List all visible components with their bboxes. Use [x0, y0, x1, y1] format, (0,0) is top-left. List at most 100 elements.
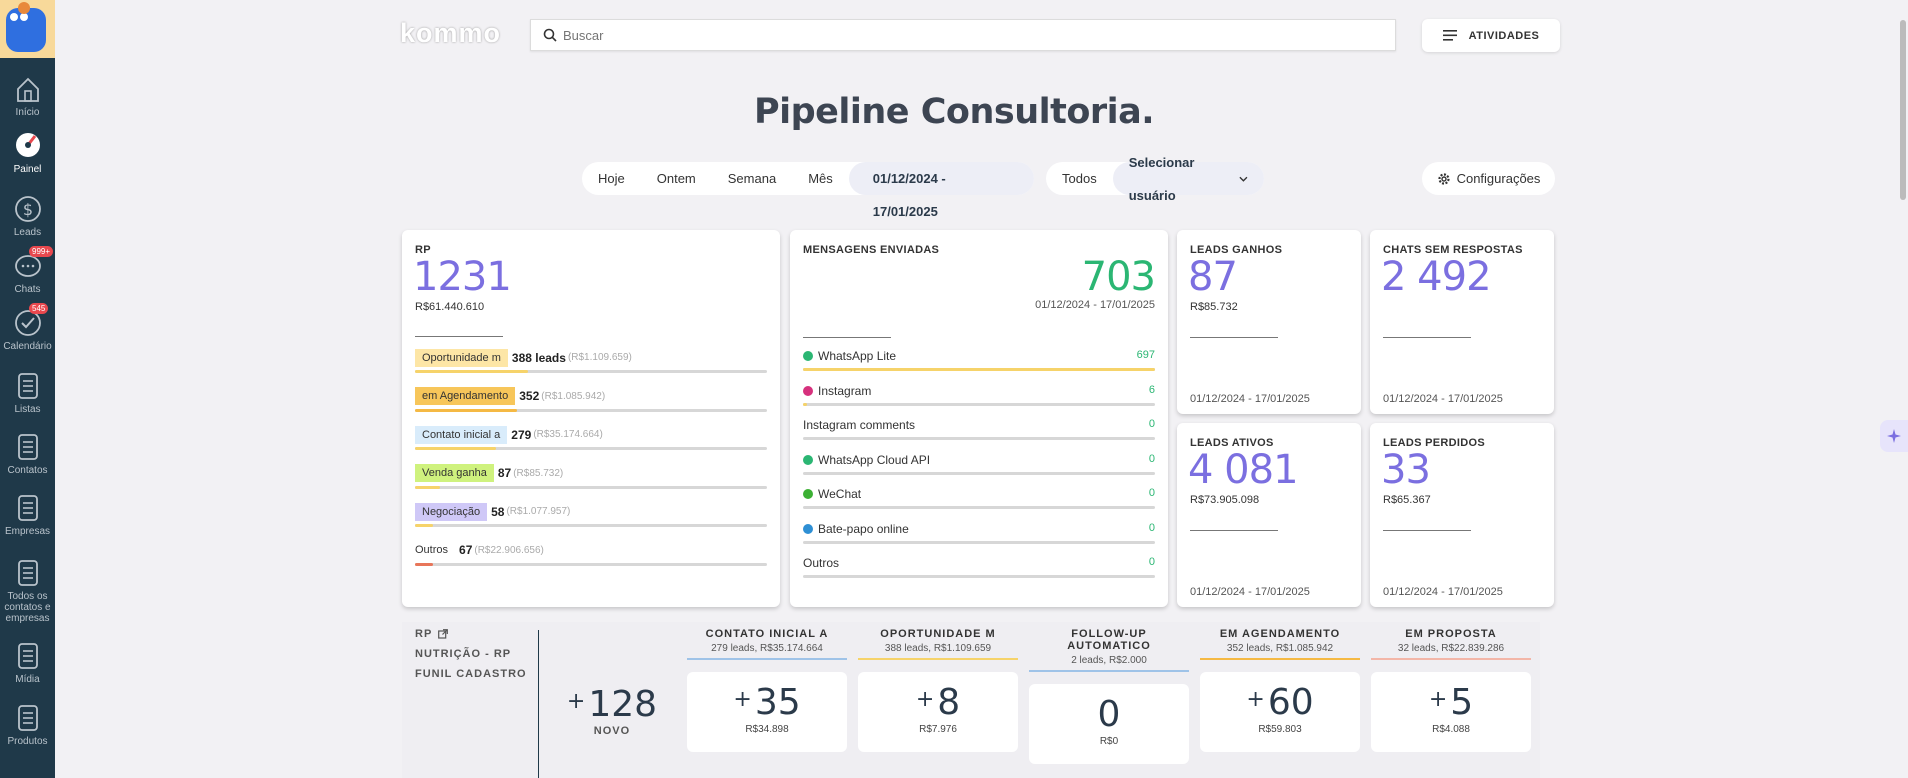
channel-name-wrap: Bate-papo online — [803, 522, 909, 536]
sidebar-item-label: Calendário — [3, 341, 52, 352]
status-amount: (R$22.906.656) — [474, 544, 544, 556]
notification-badge: 999+ — [29, 246, 54, 257]
stage-amount: R$0 — [1099, 736, 1119, 747]
sidebar-item-m-dia[interactable]: Mídia — [0, 640, 55, 685]
lost-leads-date: 01/12/2024 - 17/01/2025 — [1383, 586, 1503, 598]
sidebar-item-painel[interactable]: Painel — [0, 130, 55, 175]
sidebar-item-contatos[interactable]: Contatos — [0, 431, 55, 476]
lost-leads-title: LEADS PERDIDOS — [1383, 437, 1485, 449]
channel-row[interactable]: Bate-papo online 0 — [803, 518, 1155, 544]
search-bar[interactable] — [530, 19, 1396, 51]
status-count: 67 — [459, 543, 473, 557]
period-month[interactable]: Mês — [808, 171, 833, 186]
rp-card[interactable]: RP 1231 R$61.440.610 Oportunidade m 388 l… — [402, 230, 780, 607]
channel-name-wrap: Instagram — [803, 384, 871, 398]
funnel-link-nutricao[interactable]: NUTRIÇÃO - RP — [415, 648, 512, 660]
funnel-stage[interactable]: EM AGENDAMENTO 352 leads, R$1.085.942 +60 R… — [1200, 628, 1360, 752]
channel-value: 0 — [1148, 452, 1155, 465]
status-tag: Negociação — [415, 502, 488, 521]
stage-box[interactable]: +60 R$59.803 — [1200, 672, 1360, 752]
sidebar-item-empresas[interactable]: Empresas — [0, 492, 55, 537]
rp-status-row[interactable]: Negociação 58 (R$1.077.957) — [415, 501, 767, 527]
progress-bar — [803, 437, 1155, 440]
chevron-down-icon — [1239, 176, 1248, 182]
channel-row[interactable]: Instagram 6 — [803, 380, 1155, 406]
kommo-logo[interactable]: kommo — [400, 18, 502, 48]
channel-value: 0 — [1148, 487, 1155, 499]
stage-name: EM AGENDAMENTO — [1219, 628, 1341, 640]
rp-status-row[interactable]: Outros 67 (R$22.906.656) — [415, 540, 767, 566]
stage-box[interactable]: +35 R$34.898 — [687, 672, 847, 752]
status-tag: Outros — [415, 544, 449, 556]
funnel-stage[interactable]: FOLLOW-UP AUTOMATICO 2 leads, R$2.000 0 R$0 — [1029, 628, 1189, 764]
date-range-selected[interactable]: 01/12/2024 - 17/01/2025 — [848, 162, 1034, 219]
channel-value: 0 — [1148, 556, 1155, 568]
unanswered-chats-card[interactable]: CHATS SEM RESPOSTAS 2 492 01/12/2024 - 1… — [1370, 230, 1554, 414]
rp-status-row[interactable]: Contato inicial a 279 (R$35.174.664) — [415, 424, 767, 450]
sidebar-item-label: Painel — [13, 164, 42, 175]
stage-value: 0 — [1029, 694, 1189, 735]
sidebar-item-leads[interactable]: $ Leads — [0, 193, 55, 238]
scrollbar[interactable] — [1900, 20, 1906, 200]
period-today[interactable]: Hoje — [598, 171, 625, 186]
divider — [803, 337, 891, 338]
stage-box[interactable]: 0 R$0 — [1029, 684, 1189, 764]
funnel-stage[interactable]: CONTATO INICIAL A 279 leads, R$35.174.664… — [687, 628, 847, 752]
active-leads-title: LEADS ATIVOS — [1190, 437, 1274, 449]
period-week[interactable]: Semana — [727, 171, 777, 186]
channel-row[interactable]: WeChat 0 — [803, 483, 1155, 509]
leads-won-card[interactable]: LEADS GANHOS 87 R$85.732 01/12/2024 - 17… — [1177, 230, 1361, 414]
stage-amount: R$59.803 — [1258, 724, 1302, 735]
status-tag: Oportunidade m — [415, 348, 508, 367]
rp-status-row[interactable]: em Agendamento 352 (R$1.085.942) — [415, 386, 767, 412]
channel-row[interactable]: Instagram comments 0 — [803, 414, 1155, 440]
channel-name: WhatsApp Cloud API — [818, 452, 931, 467]
user-all[interactable]: Todos — [1062, 171, 1097, 186]
stage-number: 35 — [754, 682, 801, 723]
stage-box[interactable]: +5 R$4.088 — [1371, 672, 1531, 752]
status-count: 58 — [491, 504, 505, 519]
rp-card-value: 1231 — [413, 254, 512, 300]
funnel-new-label: NOVO — [593, 725, 631, 737]
sidebar-item-listas[interactable]: Listas — [0, 370, 55, 415]
funnel-new[interactable]: +128 NOVO — [562, 684, 662, 737]
settings-button[interactable]: Configurações — [1422, 162, 1555, 195]
lost-leads-card[interactable]: LEADS PERDIDOS 33 R$65.367 01/12/2024 - … — [1370, 423, 1554, 607]
channel-name: Bate-papo online — [818, 521, 909, 536]
progress-fill — [415, 447, 496, 450]
ai-assistant-button[interactable] — [1880, 420, 1908, 452]
funnel-new-value: +128 — [566, 684, 658, 725]
avatar[interactable] — [0, 0, 55, 58]
search-input[interactable] — [563, 27, 1363, 43]
sidebar: Início Painel $ Leads 999+ Chats 545 Calendário… — [0, 0, 55, 778]
period-yesterday[interactable]: Ontem — [656, 171, 696, 186]
channel-row[interactable]: WhatsApp Lite 697 — [803, 345, 1155, 371]
active-leads-card[interactable]: LEADS ATIVOS 4 081 R$73.905.098 01/12/20… — [1177, 423, 1361, 607]
funnel-link-cadastro[interactable]: FUNIL CADASTRO — [415, 668, 527, 680]
stage-number: 0 — [1097, 694, 1121, 735]
rp-status-row[interactable]: Oportunidade m 388 leads (R$1.109.659) — [415, 347, 767, 373]
sidebar-item-produtos[interactable]: Produtos — [0, 702, 55, 747]
funnel-stage[interactable]: EM PROPOSTA 32 leads, R$22.839.286 +5 R$4.0… — [1371, 628, 1531, 752]
channel-row[interactable]: Outros 0 — [803, 552, 1155, 578]
channel-icon — [803, 385, 813, 396]
user-select-dropdown[interactable]: Selecionar usuário — [1112, 155, 1264, 203]
sidebar-item-todos-os-contatos-e-empresas[interactable]: Todos os contatos e empresas — [0, 557, 55, 624]
rp-status-row[interactable]: Venda ganha 87 (R$85.732) — [415, 463, 767, 489]
messages-card-title: MENSAGENS ENVIADAS — [803, 244, 940, 256]
activities-button[interactable]: ATIVIDADES — [1422, 19, 1560, 52]
sidebar-item-calend-rio[interactable]: 545 Calendário — [0, 303, 55, 352]
channel-row[interactable]: WhatsApp Cloud API 0 — [803, 449, 1155, 475]
funnel-section: RP NUTRIÇÃO - RP FUNIL CADASTRO +128 NOV… — [402, 622, 1540, 778]
sidebar-item-in-cio[interactable]: Início — [0, 73, 55, 118]
stage-box[interactable]: +8 R$7.976 — [858, 672, 1018, 752]
companies-icon — [17, 495, 38, 521]
messages-card[interactable]: MENSAGENS ENVIADAS 703 01/12/2024 - 17/0… — [790, 230, 1168, 607]
funnel-stage[interactable]: OPORTUNIDADE M 388 leads, R$1.109.659 +8 R$… — [858, 628, 1018, 752]
progress-fill — [803, 402, 807, 406]
funnel-link-rp[interactable]: RP — [415, 628, 449, 640]
sidebar-item-chats[interactable]: 999+ Chats — [0, 246, 55, 295]
progress-bar — [415, 562, 767, 566]
channel-name-wrap: WhatsApp Lite — [803, 349, 896, 363]
stage-number: 5 — [1450, 682, 1474, 723]
